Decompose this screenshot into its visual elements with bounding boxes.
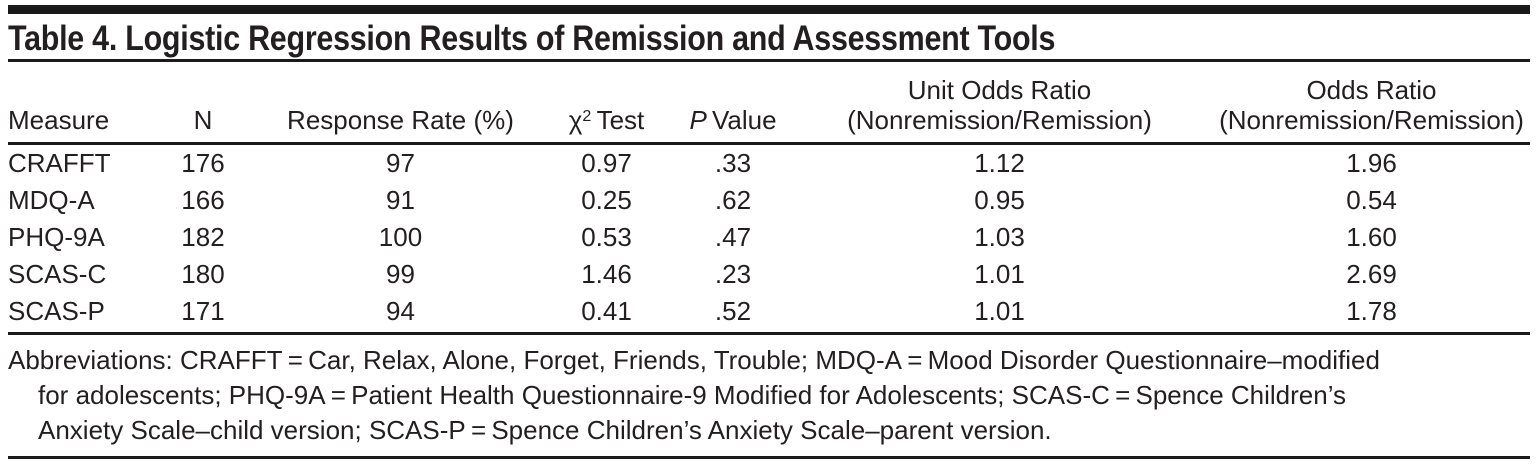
unit-odds-ratio-line1: Unit Odds Ratio	[907, 75, 1092, 105]
cell-measure: PHQ-9A	[8, 222, 105, 252]
results-table: Measure N Response Rate (%) χ2 Test P Va…	[8, 62, 1530, 335]
cell-p-value: .47	[714, 222, 752, 252]
cell-n: 166	[181, 185, 225, 215]
col-header-unit-odds-ratio: Unit Odds Ratio (Nonremission/Remission)	[786, 62, 1213, 145]
cell-p-value: .23	[714, 259, 752, 289]
cell-unit-odds-ratio: 1.01	[786, 293, 1213, 335]
cell-odds-ratio: 2.69	[1346, 259, 1397, 289]
cell-response-rate: 94	[268, 293, 533, 335]
chi-superscript: 2	[582, 106, 592, 125]
title-rule	[8, 59, 1530, 62]
col-header-response-rate: Response Rate (%)	[268, 62, 533, 145]
cell-chi2: 1.46	[581, 259, 632, 289]
cell-unit-odds-ratio: 1.03	[974, 222, 1025, 252]
footnote-line: Anxiety Scale–child version; SCAS-P = Sp…	[38, 415, 1052, 445]
col-header-chi-square-test: χ2 Test	[533, 62, 680, 145]
footnote-line: for adolescents; PHQ-9A = Patient Health…	[38, 380, 1347, 410]
table-header: Measure N Response Rate (%) χ2 Test P Va…	[8, 62, 1530, 145]
cell-response-rate: 100	[378, 222, 423, 252]
cell-p-value: .62	[714, 185, 752, 215]
table-row: CRAFFT 176 97 0.97 .33 1.12 1.96	[8, 144, 1530, 183]
cell-odds-ratio: 1.78	[1213, 293, 1530, 335]
chi-test-label: Test	[591, 105, 645, 135]
cell-unit-odds-ratio: 1.12	[974, 148, 1025, 178]
cell-measure: SCAS-P	[8, 293, 138, 335]
odds-ratio-line1: Odds Ratio	[1306, 75, 1437, 105]
table-row: PHQ-9A 182 100 0.53 .47 1.03 1.60	[8, 219, 1530, 256]
cell-chi2: 0.97	[581, 148, 632, 178]
cell-n: 176	[181, 148, 225, 178]
chi-symbol: χ	[568, 105, 583, 135]
table-row: MDQ-A 166 91 0.25 .62 0.95 0.54	[8, 182, 1530, 219]
cell-n: 182	[181, 222, 225, 252]
cell-odds-ratio: 0.54	[1346, 185, 1397, 215]
table-body: CRAFFT 176 97 0.97 .33 1.12 1.96 MDQ-A 1…	[8, 144, 1530, 335]
col-header-measure: Measure	[8, 62, 138, 145]
cell-chi2: 0.25	[581, 185, 632, 215]
top-rule-thick	[8, 5, 1530, 14]
cell-n: 171	[138, 293, 268, 335]
cell-response-rate: 91	[386, 185, 415, 215]
col-header-n: N	[138, 62, 268, 145]
cell-response-rate: 97	[386, 148, 415, 178]
bottom-rule	[8, 456, 1530, 459]
header-row: Measure N Response Rate (%) χ2 Test P Va…	[8, 62, 1530, 145]
footnote-line: Abbreviations: CRAFFT = Car, Relax, Alon…	[8, 345, 1380, 375]
cell-chi2: 0.41	[533, 293, 680, 335]
table-row: SCAS-C 180 99 1.46 .23 1.01 2.69	[8, 256, 1530, 293]
cell-measure: CRAFFT	[8, 148, 111, 178]
p-value-label: Value	[706, 105, 777, 135]
p-italic: P	[689, 105, 707, 135]
cell-odds-ratio: 1.60	[1346, 222, 1397, 252]
cell-measure: MDQ-A	[8, 185, 95, 215]
footnote: Abbreviations: CRAFFT = Car, Relax, Alon…	[8, 335, 1530, 448]
cell-unit-odds-ratio: 1.01	[974, 259, 1025, 289]
cell-p-value: .33	[714, 148, 752, 178]
unit-odds-ratio-line2: (Nonremission/Remission)	[847, 105, 1152, 135]
cell-chi2: 0.53	[581, 222, 632, 252]
col-header-odds-ratio: Odds Ratio (Nonremission/Remission)	[1213, 62, 1530, 145]
table-title: Table 4. Logistic Regression Results of …	[8, 19, 1056, 58]
odds-ratio-line2: (Nonremission/Remission)	[1219, 105, 1524, 135]
table-row: SCAS-P 171 94 0.41 .52 1.01 1.78	[8, 293, 1530, 335]
cell-unit-odds-ratio: 0.95	[974, 185, 1025, 215]
cell-measure: SCAS-C	[8, 259, 107, 289]
cell-response-rate: 99	[386, 259, 415, 289]
cell-p-value: .52	[680, 293, 786, 335]
cell-odds-ratio: 1.96	[1346, 148, 1397, 178]
col-header-p-value: P Value	[680, 62, 786, 145]
cell-n: 180	[181, 259, 225, 289]
